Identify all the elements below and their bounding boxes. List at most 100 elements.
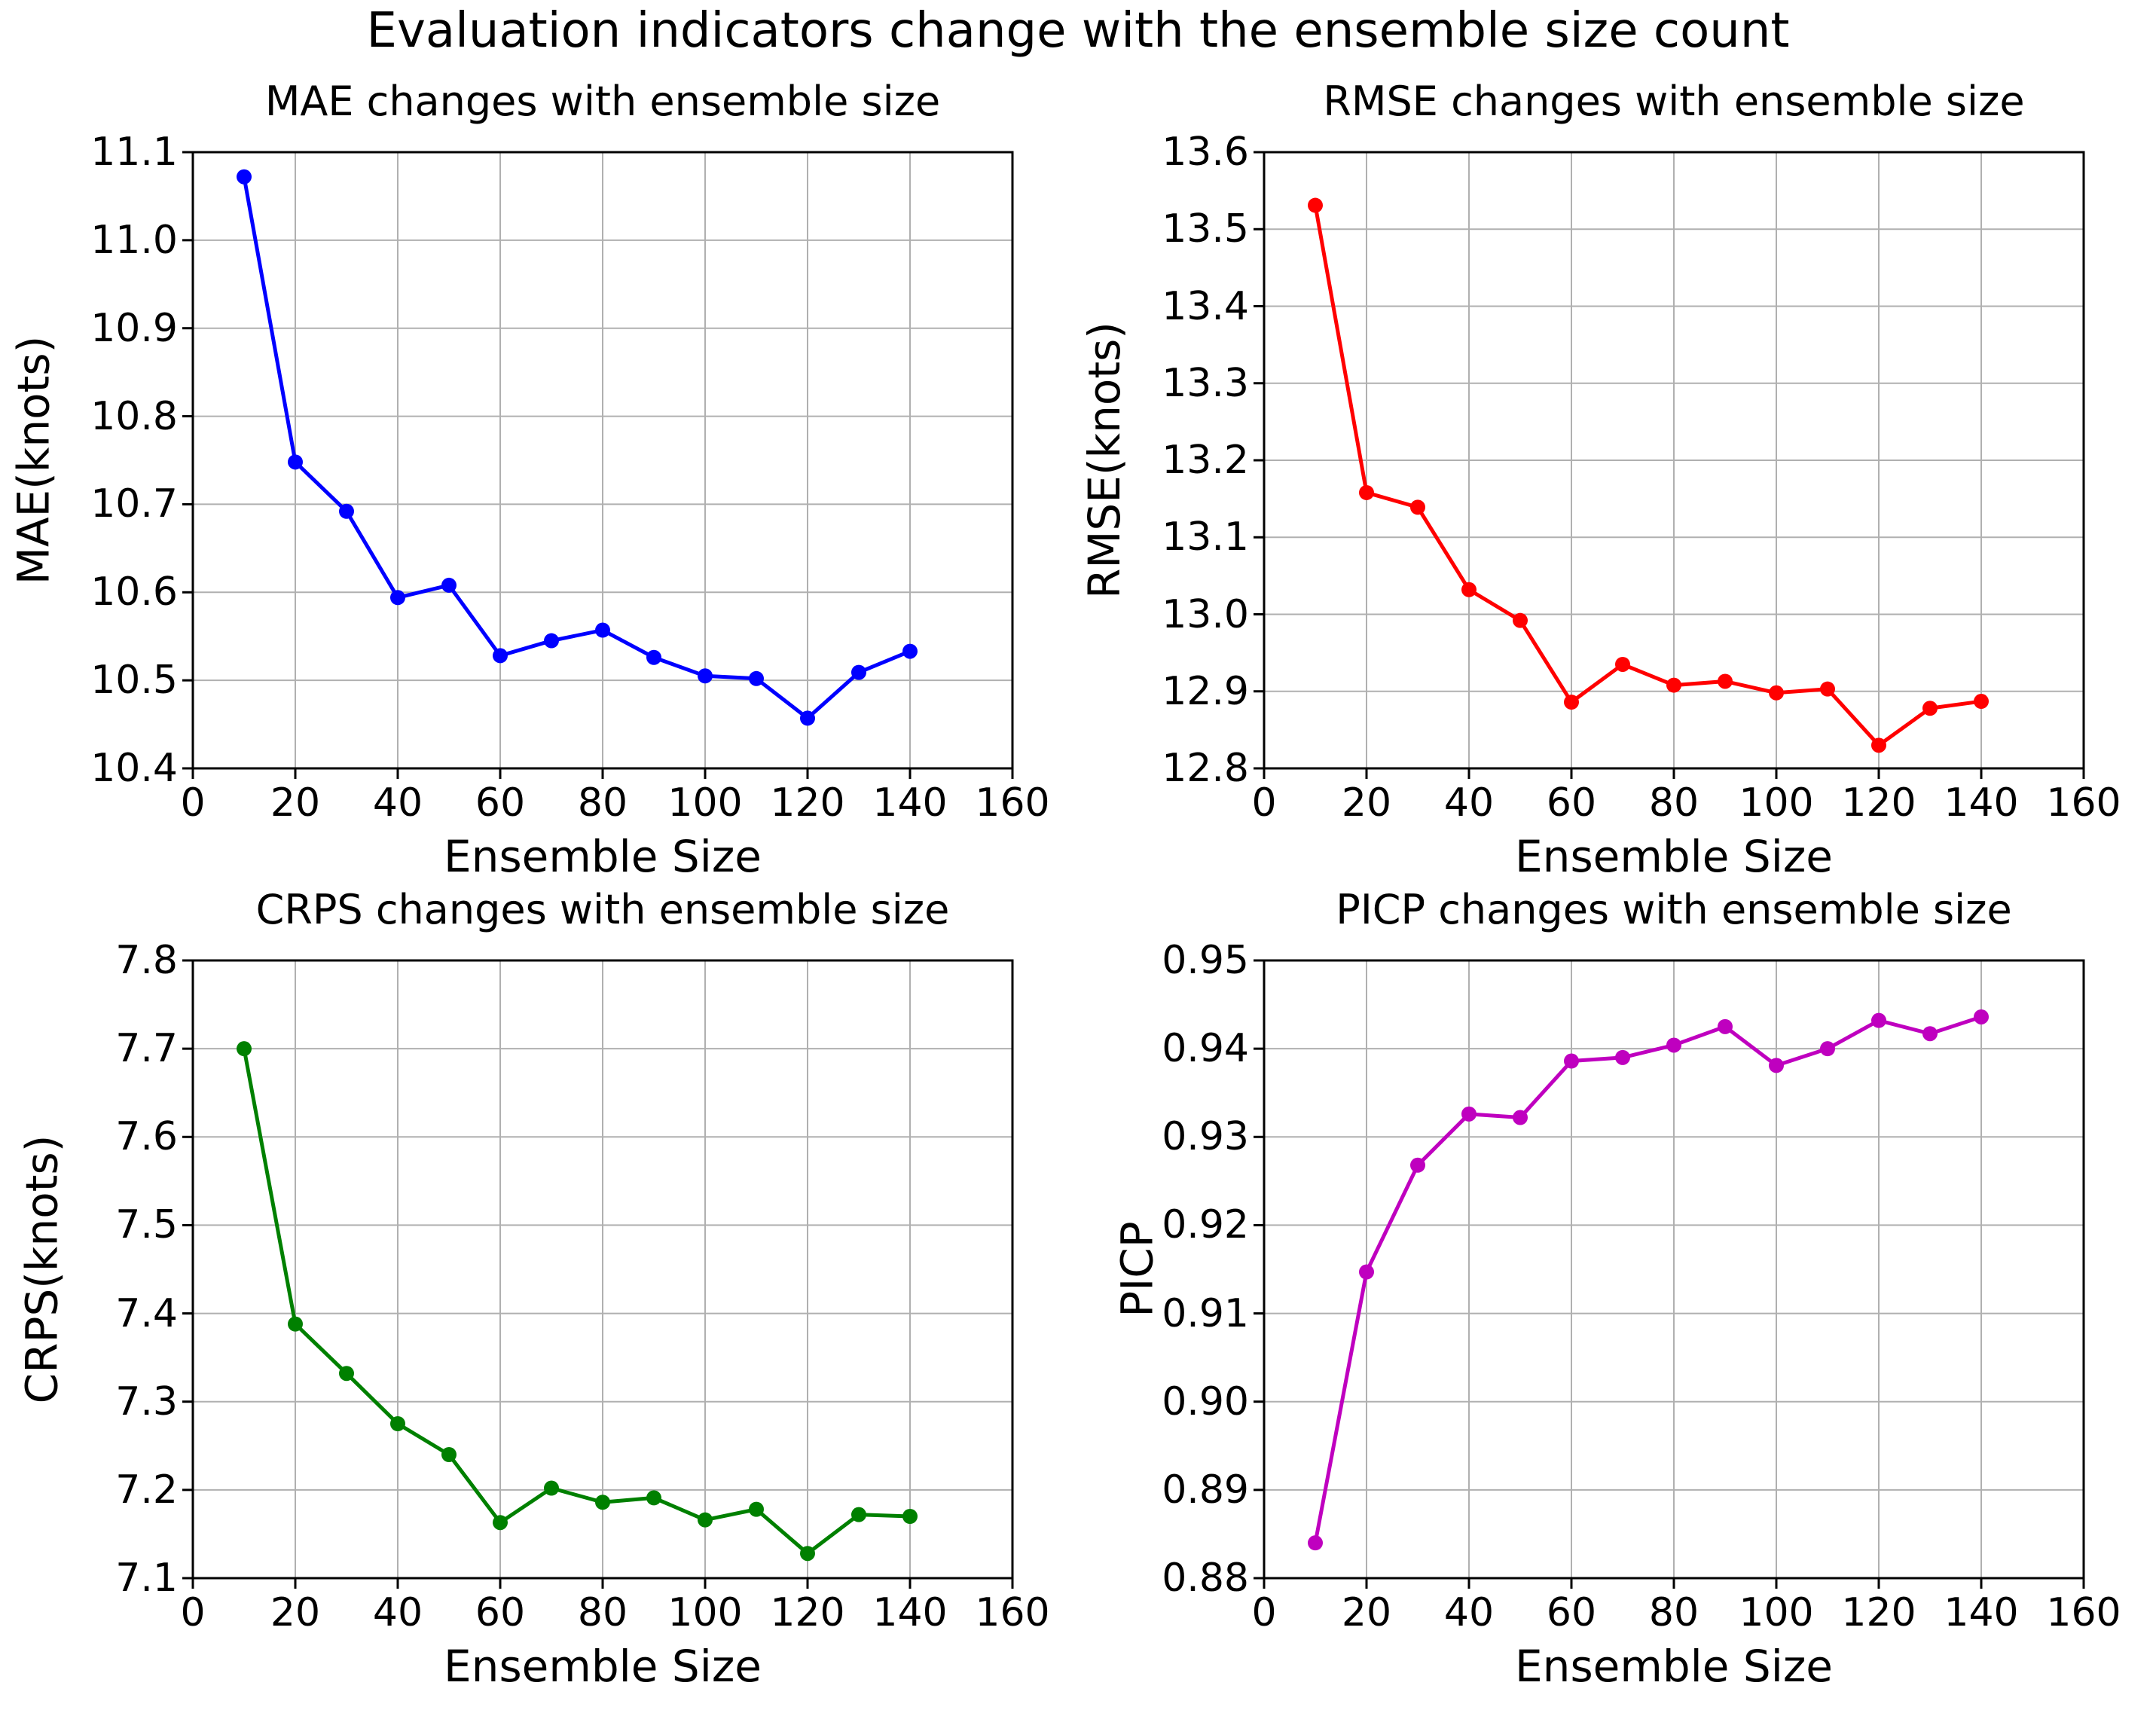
plot-border — [1263, 151, 2085, 770]
y-tick-label: 12.8 — [1162, 746, 1249, 791]
x-tick-label: 140 — [872, 780, 948, 826]
y-tick-label: 10.5 — [90, 658, 178, 704]
data-point — [1820, 681, 1835, 697]
data-point — [1410, 1157, 1425, 1173]
x-tick-label: 40 — [1443, 1590, 1495, 1635]
y-tick-label: 7.1 — [115, 1556, 178, 1601]
data-point — [800, 710, 815, 726]
data-point — [595, 622, 610, 638]
data-point — [1461, 1106, 1477, 1122]
x-tick-label: 60 — [1546, 1590, 1597, 1635]
y-tick-label: 10.9 — [90, 305, 178, 351]
y-axis-label: CRPS(knots) — [17, 1134, 68, 1404]
data-point — [441, 577, 457, 593]
chart-title: CRPS changes with ensemble size — [255, 886, 950, 933]
y-tick-label: 13.3 — [1162, 360, 1249, 406]
x-tick-label: 0 — [180, 780, 206, 826]
data-point — [1769, 685, 1784, 701]
data-point — [851, 664, 866, 680]
data-point — [800, 1546, 815, 1562]
data-line — [242, 1046, 912, 1556]
data-point — [1666, 1037, 1681, 1053]
x-tick-label: 20 — [1341, 1590, 1392, 1635]
x-tick-label: 0 — [1251, 780, 1277, 826]
crps-chart-panel: CRPS changes with ensemble size CRPS(kno… — [17, 890, 1050, 1689]
y-tick-label: 0.92 — [1162, 1202, 1249, 1248]
x-tick-label: 20 — [270, 1590, 321, 1635]
data-point — [646, 649, 661, 665]
x-axis-label: Ensemble Size — [444, 831, 762, 882]
y-tick-label: 13.0 — [1162, 591, 1249, 637]
data-point — [390, 1416, 405, 1431]
y-tick-label: 10.7 — [90, 481, 178, 527]
x-tick-label: 40 — [1443, 780, 1495, 826]
data-point — [339, 1366, 354, 1382]
data-line — [1313, 203, 1983, 747]
data-point — [493, 648, 508, 664]
data-point — [237, 169, 252, 185]
data-point — [1718, 673, 1733, 689]
x-tick-label: 20 — [270, 780, 321, 826]
data-point — [902, 643, 918, 659]
plot-area — [182, 151, 1014, 779]
x-tick-label: 120 — [770, 780, 845, 826]
x-tick-label: 60 — [475, 780, 526, 826]
rmse-chart-panel: RMSE changes with ensemble size RMSE(kno… — [1079, 81, 2121, 879]
data-point — [595, 1495, 610, 1510]
plot-area — [1254, 959, 2085, 1589]
y-tick-label: 0.90 — [1162, 1379, 1249, 1424]
x-tick-label: 100 — [1739, 1590, 1814, 1635]
x-tick-label: 160 — [2046, 780, 2121, 826]
plot-border — [191, 959, 1014, 1580]
data-point — [390, 590, 405, 606]
x-tick-label: 80 — [577, 780, 628, 826]
x-axis-label: Ensemble Size — [1515, 831, 1833, 882]
plot-border — [1263, 959, 2085, 1580]
data-point — [1871, 1012, 1886, 1028]
y-tick-label: 7.8 — [115, 938, 178, 983]
y-tick-label: 0.89 — [1162, 1467, 1249, 1513]
y-tick-label: 0.93 — [1162, 1114, 1249, 1160]
y-tick-label: 7.2 — [115, 1467, 178, 1513]
mae-chart-panel: MAE changes with ensemble size MAE(knots… — [8, 81, 1050, 879]
y-tick-label: 7.7 — [115, 1026, 178, 1072]
x-tick-label: 120 — [1841, 780, 1916, 826]
y-tick-label: 13.2 — [1162, 438, 1249, 483]
x-axis-label: Ensemble Size — [1515, 1641, 1833, 1692]
data-point — [1359, 1264, 1374, 1280]
data-point — [1308, 197, 1323, 213]
data-point — [1513, 1110, 1528, 1125]
y-tick-label: 7.6 — [115, 1114, 178, 1160]
data-line — [242, 175, 912, 720]
y-tick-label: 13.4 — [1162, 283, 1249, 329]
data-point — [1666, 677, 1681, 693]
data-point — [1718, 1018, 1733, 1034]
data-point — [749, 670, 764, 686]
data-point — [1615, 1049, 1630, 1065]
chart-title: PICP changes with ensemble size — [1336, 886, 2012, 933]
data-point — [698, 1512, 713, 1528]
data-point — [749, 1501, 764, 1517]
x-tick-label: 80 — [1648, 1590, 1699, 1635]
y-tick-label: 11.0 — [90, 217, 178, 263]
data-point — [1513, 612, 1528, 628]
data-point — [851, 1507, 866, 1522]
y-tick-label: 13.1 — [1162, 514, 1249, 560]
x-tick-label: 40 — [372, 1590, 423, 1635]
x-tick-label: 60 — [475, 1590, 526, 1635]
x-tick-label: 100 — [667, 1590, 743, 1635]
y-tick-label: 10.6 — [90, 569, 178, 615]
x-tick-label: 100 — [1739, 780, 1814, 826]
x-tick-label: 120 — [770, 1590, 845, 1635]
data-point — [1922, 701, 1938, 716]
data-point — [646, 1490, 661, 1506]
data-point — [1871, 737, 1886, 753]
y-tick-label: 13.6 — [1162, 130, 1249, 175]
x-tick-label: 0 — [180, 1590, 206, 1635]
figure-title: Evaluation indicators change with the en… — [366, 3, 1790, 59]
y-tick-label: 7.3 — [115, 1379, 178, 1424]
data-point — [1615, 656, 1630, 672]
y-tick-label: 0.88 — [1162, 1556, 1249, 1601]
plot-border — [191, 151, 1014, 770]
y-tick-label: 7.5 — [115, 1202, 178, 1248]
